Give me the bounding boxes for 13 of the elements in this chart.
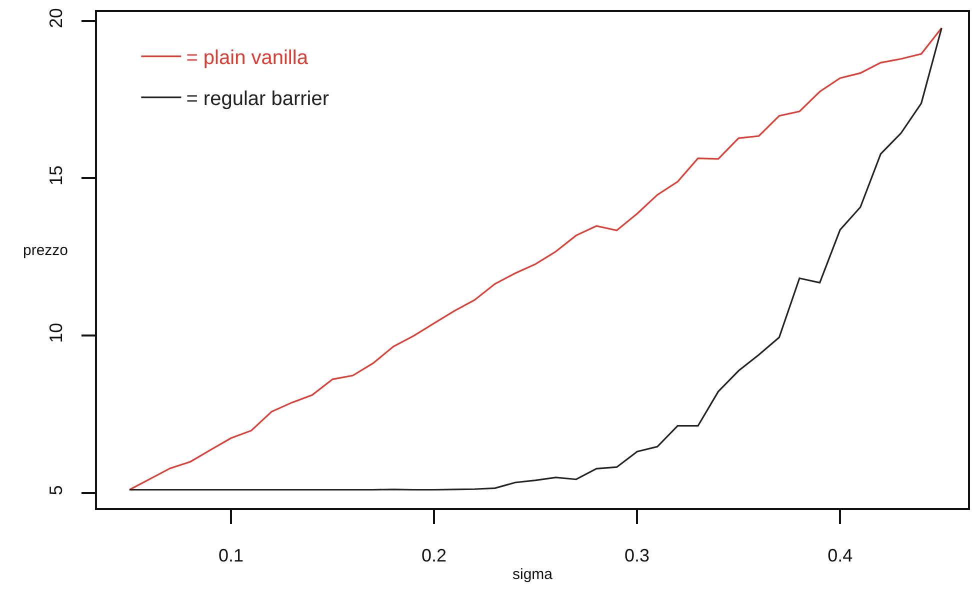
y-tick-label: 20 xyxy=(46,8,66,28)
y-tick-label: 5 xyxy=(46,485,66,496)
y-tick-label: 10 xyxy=(46,322,66,343)
x-tick-label: 0.1 xyxy=(218,545,244,566)
x-tick-label: 0.3 xyxy=(624,545,650,566)
legend-label: = plain vanilla xyxy=(186,47,309,70)
legend-label: = regular barrier xyxy=(186,88,330,110)
x-tick-label: 0.2 xyxy=(422,545,447,566)
y-tick-label: 15 xyxy=(46,165,66,186)
y-axis-title: prezzo xyxy=(23,242,68,259)
x-tick-label: 0.4 xyxy=(828,545,853,566)
line-series xyxy=(128,27,942,491)
x-axis-title: sigma xyxy=(512,566,554,583)
